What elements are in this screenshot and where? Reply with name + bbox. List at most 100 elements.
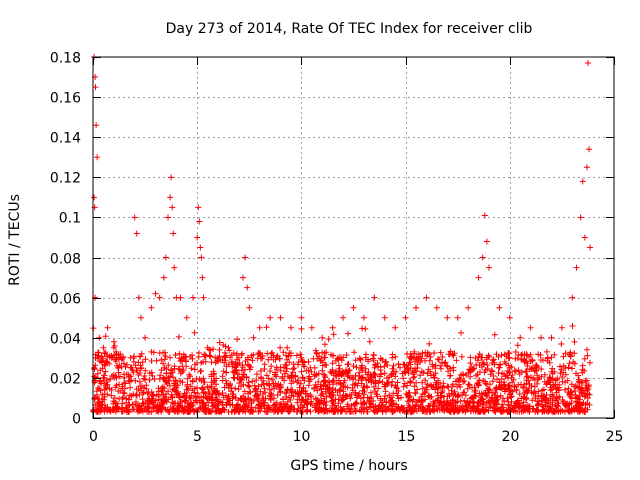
data-point bbox=[308, 324, 315, 331]
data-point bbox=[475, 274, 482, 281]
x-tick-label: 20 bbox=[502, 429, 520, 445]
x-tick-label: 10 bbox=[293, 429, 311, 445]
data-points bbox=[91, 54, 594, 381]
data-point bbox=[585, 146, 592, 153]
data-point bbox=[133, 230, 140, 237]
data-point bbox=[110, 344, 117, 351]
data-point bbox=[581, 234, 588, 241]
data-point bbox=[481, 212, 488, 219]
data-point bbox=[340, 314, 347, 321]
data-point bbox=[579, 178, 586, 185]
data-point bbox=[250, 334, 257, 341]
y-tick-label: 0.18 bbox=[50, 51, 81, 67]
data-point bbox=[433, 304, 440, 311]
data-point bbox=[465, 304, 472, 311]
data-point bbox=[135, 294, 142, 301]
x-axis-label: GPS time / hours bbox=[290, 458, 407, 474]
data-point bbox=[454, 314, 461, 321]
data-point bbox=[527, 324, 534, 331]
data-point bbox=[402, 314, 409, 321]
data-point bbox=[225, 344, 232, 351]
data-point bbox=[115, 364, 122, 371]
x-tick-label: 15 bbox=[398, 429, 416, 445]
data-point bbox=[142, 334, 149, 341]
scatter-band bbox=[90, 323, 593, 415]
data-point bbox=[137, 314, 144, 321]
x-tick-label: 5 bbox=[193, 429, 202, 445]
y-tick-label: 0.16 bbox=[50, 91, 81, 107]
data-point bbox=[319, 334, 326, 341]
data-point bbox=[168, 174, 175, 181]
data-point bbox=[244, 284, 251, 291]
data-point bbox=[298, 314, 305, 321]
y-tick-label: 0.08 bbox=[50, 252, 81, 268]
data-point bbox=[329, 324, 336, 331]
data-point bbox=[483, 238, 490, 245]
plot-frame bbox=[92, 56, 615, 419]
data-point bbox=[194, 234, 201, 241]
data-point bbox=[506, 314, 513, 321]
data-point bbox=[94, 154, 101, 161]
y-tick-label: 0.04 bbox=[50, 332, 81, 348]
data-point bbox=[197, 244, 204, 251]
data-point bbox=[267, 314, 274, 321]
data-point bbox=[246, 304, 253, 311]
y-tick-label: 0.14 bbox=[50, 131, 81, 147]
data-point bbox=[183, 314, 190, 321]
data-point bbox=[199, 274, 206, 281]
data-point bbox=[479, 254, 486, 261]
data-point bbox=[167, 194, 174, 201]
data-point bbox=[196, 218, 203, 225]
data-point bbox=[171, 264, 178, 271]
data-point bbox=[423, 294, 430, 301]
data-point bbox=[127, 354, 134, 361]
data-point bbox=[485, 264, 492, 271]
data-point bbox=[235, 354, 242, 361]
y-tick-label: 0.02 bbox=[50, 372, 81, 388]
data-point bbox=[215, 354, 222, 361]
data-point bbox=[169, 204, 176, 211]
data-point bbox=[93, 122, 100, 129]
y-axis-label: ROTI / TECUs bbox=[7, 194, 23, 286]
axis-ticks: 0 0.02 0.04 0.06 0.08 0.1 0.12 0.14 0.16 0.18 0 5 10… bbox=[50, 51, 624, 446]
data-point bbox=[548, 334, 555, 341]
data-point bbox=[195, 204, 202, 211]
x-tick-label: 0 bbox=[89, 429, 98, 445]
data-point bbox=[587, 244, 594, 251]
y-tick-label: 0.12 bbox=[50, 171, 81, 187]
data-point bbox=[256, 324, 263, 331]
data-point bbox=[350, 304, 357, 311]
data-point bbox=[204, 344, 211, 351]
data-point bbox=[577, 214, 584, 221]
data-point bbox=[277, 314, 284, 321]
data-point bbox=[360, 314, 367, 321]
data-point bbox=[538, 334, 545, 341]
data-point bbox=[131, 214, 138, 221]
data-point bbox=[200, 294, 207, 301]
data-point bbox=[121, 374, 128, 381]
background-scatter-band bbox=[90, 323, 593, 415]
data-point bbox=[162, 254, 169, 261]
data-point bbox=[104, 324, 111, 331]
data-point bbox=[100, 344, 107, 351]
data-point bbox=[165, 214, 172, 221]
data-point bbox=[584, 60, 591, 67]
data-point bbox=[242, 254, 249, 261]
data-point bbox=[444, 314, 451, 321]
data-point bbox=[558, 324, 565, 331]
data-point bbox=[96, 334, 103, 341]
y-tick-label: 0.06 bbox=[50, 292, 81, 308]
data-point bbox=[152, 290, 159, 297]
data-point bbox=[413, 304, 420, 311]
data-point bbox=[160, 274, 167, 281]
data-point bbox=[496, 304, 503, 311]
data-point bbox=[371, 294, 378, 301]
data-point bbox=[148, 304, 155, 311]
data-point bbox=[190, 294, 197, 301]
data-point bbox=[573, 264, 580, 271]
data-point bbox=[170, 230, 177, 237]
y-tick-label: 0.1 bbox=[59, 211, 81, 227]
data-point bbox=[108, 354, 115, 361]
data-point bbox=[240, 274, 247, 281]
